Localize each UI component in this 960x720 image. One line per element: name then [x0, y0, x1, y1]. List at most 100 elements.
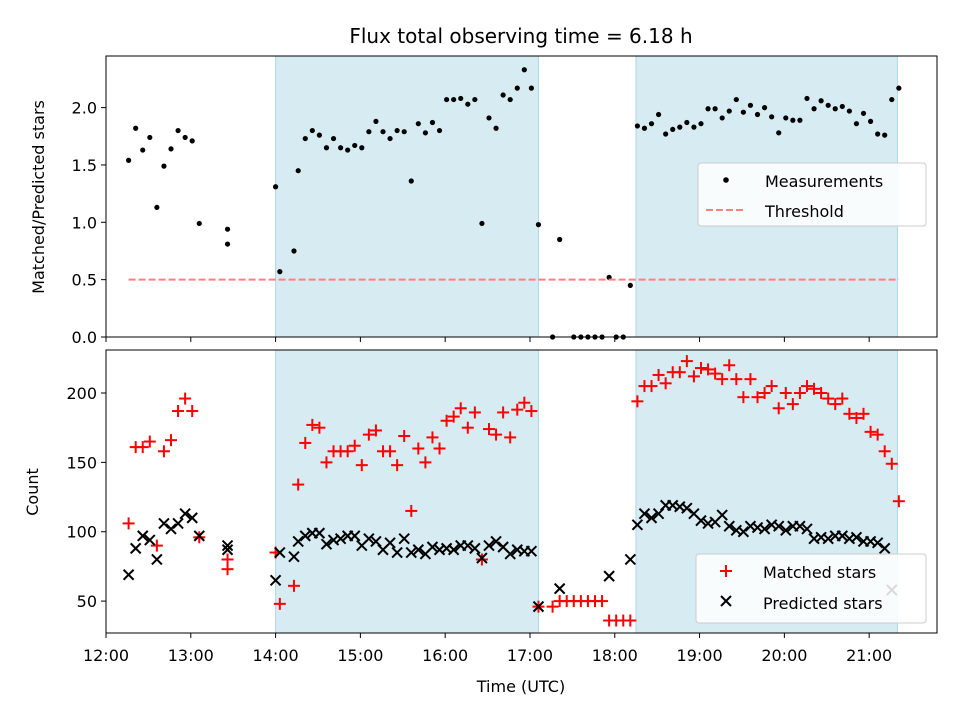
legend-matched-label: Matched stars	[763, 563, 876, 582]
predicted-stars-point	[447, 544, 460, 556]
matched-stars-point	[878, 445, 891, 458]
x-tick-label: 13:00	[168, 646, 214, 665]
matched-stars-point	[793, 387, 806, 400]
matched-stars-point	[709, 367, 722, 380]
matched-stars-point	[518, 396, 531, 409]
matched-stars-point	[306, 418, 319, 431]
measurements-point	[330, 135, 337, 142]
matched-stars-point	[730, 373, 743, 386]
matched-stars-point	[440, 414, 453, 427]
matched-stars-point	[596, 595, 609, 608]
ratio-y-tick-label: 1.5	[72, 156, 97, 175]
measurements-point	[867, 118, 874, 124]
measurements-point	[224, 226, 231, 232]
predicted-stars-point	[716, 509, 728, 521]
matched-stars-point	[157, 445, 170, 458]
predicted-stars-point	[179, 507, 191, 520]
count-shaded-interval	[275, 350, 539, 633]
legend-measurements-marker	[723, 177, 729, 183]
chart-title: Flux total observing time = 6.18 h	[349, 24, 692, 48]
measurements-point	[436, 127, 443, 134]
measurements-point	[882, 132, 888, 138]
measurements-point	[634, 123, 640, 129]
predicted-stars-point	[129, 542, 142, 555]
predicted-stars-point	[193, 530, 205, 542]
matched-stars-point	[179, 392, 192, 405]
count-y-axis-label: Count	[23, 468, 42, 516]
predicted-stars-point	[469, 542, 481, 555]
predicted-stars-point	[483, 539, 495, 552]
matched-stars-point	[546, 600, 559, 613]
matched-stars-point	[186, 405, 199, 418]
measurements-point	[627, 282, 633, 288]
measurements-point	[295, 168, 301, 174]
measurements-point	[754, 111, 761, 118]
predicted-stars-point	[850, 531, 863, 543]
count-y-tick-label: 150	[66, 453, 97, 472]
measurements-point	[161, 163, 167, 169]
predicted-stars-point	[773, 520, 785, 532]
matched-stars-point	[172, 405, 185, 418]
matched-stars-point	[369, 424, 382, 437]
count-panel: 12:00 13:00 14:00 15:00 16:00 17:00 18:00 19:00…	[23, 349, 938, 696]
matched-stars-point	[525, 405, 538, 418]
measurements-point	[224, 241, 231, 247]
matched-stars-point	[454, 402, 467, 415]
predicted-stars-point	[122, 569, 135, 581]
measurements-point	[726, 108, 732, 114]
matched-stars-point	[136, 441, 149, 454]
measurements-point	[761, 105, 768, 111]
matched-stars-point	[857, 407, 870, 420]
legend-predicted-label: Predicted stars	[763, 594, 883, 613]
measurements-point	[677, 124, 683, 130]
matched-stars-point	[702, 363, 715, 376]
matched-stars-point	[850, 411, 863, 424]
x-tick-label: 20:00	[761, 646, 807, 665]
matched-stars-point	[299, 436, 312, 449]
predicted-stars-point	[504, 548, 516, 560]
measurements-point	[408, 178, 414, 184]
predicted-stars-point	[172, 517, 184, 530]
measurements-point	[889, 96, 895, 103]
measurements-point	[804, 95, 810, 102]
matched-stars-point	[829, 398, 842, 411]
matched-stars-point	[822, 392, 835, 405]
predicted-stars-point	[391, 546, 403, 559]
matched-stars-point	[433, 442, 446, 455]
predicted-stars-point	[137, 530, 149, 542]
x-tick-label: 19:00	[677, 646, 723, 665]
matched-stars-point	[482, 423, 495, 436]
matched-stars-point	[885, 457, 898, 470]
measurements-point	[422, 130, 428, 136]
count-legend: Matched stars Predicted stars	[695, 553, 927, 624]
matched-stars-point	[341, 445, 354, 458]
predicted-stars-point	[645, 512, 658, 524]
measurements-point	[323, 145, 330, 151]
matched-stars-point	[871, 428, 884, 441]
predicted-stars-point	[871, 537, 884, 549]
matched-stars-point	[772, 402, 785, 415]
predicted-stars-point	[737, 526, 750, 538]
x-tick-label: 16:00	[422, 646, 468, 665]
predicted-stars-point	[822, 532, 834, 545]
measurements-point	[641, 125, 648, 131]
predicted-stars-point	[274, 546, 286, 559]
measurements-point	[465, 101, 471, 107]
measurements-point	[528, 85, 534, 91]
matched-stars-point	[680, 355, 693, 368]
predicted-stars-point	[426, 541, 439, 553]
matched-stars-point	[320, 456, 333, 469]
x-tick-label: 18:00	[592, 646, 638, 665]
predicted-stars-point	[165, 523, 177, 535]
ratio-panel-frame	[105, 55, 938, 338]
predicted-stars-point	[363, 532, 375, 545]
measurements-point	[394, 127, 400, 134]
count-y-tick-label: 50	[77, 592, 97, 611]
measurements-point	[747, 102, 754, 108]
predicted-stars-point	[398, 532, 410, 545]
matched-stars-point	[765, 380, 778, 393]
legend-matched-marker	[720, 565, 732, 577]
measurements-point	[277, 269, 283, 275]
predicted-stars-point	[525, 545, 538, 557]
matched-stars-point	[150, 539, 163, 552]
